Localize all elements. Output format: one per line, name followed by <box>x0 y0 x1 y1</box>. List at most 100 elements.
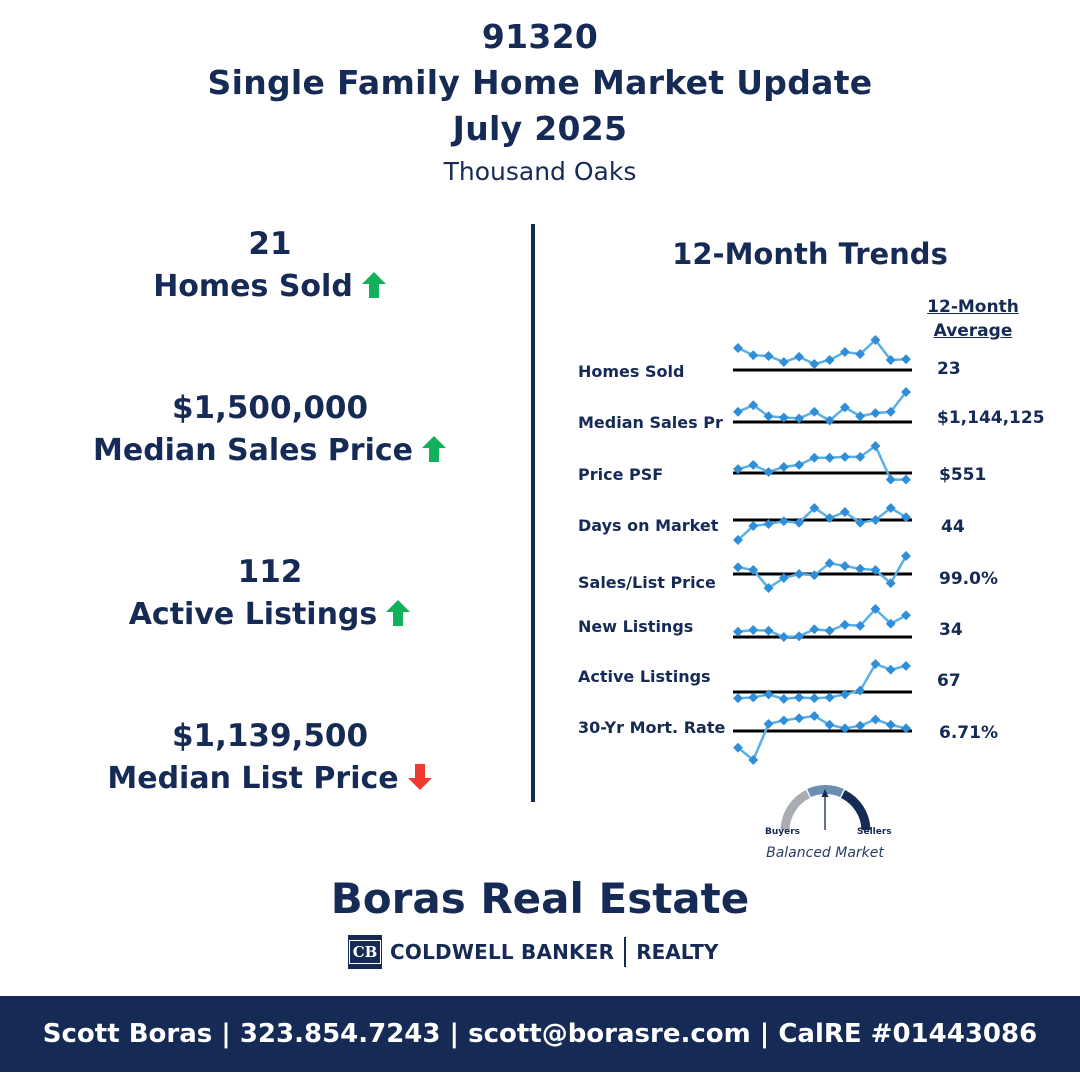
vertical-divider <box>531 224 535 802</box>
sparkline-point <box>809 503 820 513</box>
sparkline-point <box>839 561 850 571</box>
sparkline-point <box>748 350 759 361</box>
sparkline-point <box>885 406 896 417</box>
arrow-down-icon <box>407 764 432 790</box>
sparkline-point <box>824 355 835 365</box>
sparkline-point <box>824 625 835 636</box>
sparkline-point <box>901 660 911 671</box>
trend-label: Median Sales Pr <box>578 413 723 432</box>
sparkline-point <box>778 694 789 704</box>
sparkline-point <box>855 349 866 359</box>
stat-median-sales-price: $1,500,000 Median Sales Price <box>20 388 520 472</box>
sparkline <box>733 604 912 642</box>
arrow-up-icon <box>386 600 411 626</box>
trend-average: 67 <box>937 671 961 691</box>
sparkline <box>733 551 912 593</box>
page-title: Single Family Home Market Update <box>207 63 873 102</box>
stat-label: Homes Sold <box>153 269 353 304</box>
sparkline-point <box>733 693 743 704</box>
stat-value: 112 <box>237 554 303 590</box>
sparkline-point <box>824 415 835 426</box>
sparkline <box>733 659 912 704</box>
sparkline-point <box>839 507 850 517</box>
sparkline-point <box>809 359 820 369</box>
sparkline-point <box>885 664 896 675</box>
coldwell-banker-logo: CB COLDWELL BANKER REALTY <box>348 934 718 970</box>
sparkline-point <box>778 632 789 642</box>
sparkline-point <box>778 462 789 472</box>
sparkline-point <box>748 755 759 765</box>
sparkline-point <box>763 689 774 700</box>
sparkline-point <box>794 459 805 470</box>
stat-homes-sold: 21 Homes Sold <box>20 224 520 308</box>
sparkline-point <box>809 693 820 704</box>
stat-label-row: Median List Price <box>20 758 520 800</box>
stat-value: $1,500,000 <box>171 390 369 426</box>
sparkline-point <box>748 692 759 703</box>
stat-active-listings: 112 Active Listings <box>20 552 520 636</box>
sparkline-point <box>839 347 850 357</box>
trend-label: Days on Market <box>578 516 719 535</box>
sparkline-point <box>855 411 866 422</box>
stat-value: 21 <box>248 226 292 262</box>
sparkline-point <box>839 723 850 734</box>
city-name: Thousand Oaks <box>443 157 637 186</box>
sparkline-point <box>763 467 774 477</box>
stat-label: Active Listings <box>128 597 378 632</box>
cb-logo-icon: CB <box>348 935 382 969</box>
sparkline-point <box>778 573 789 583</box>
logo-divider <box>624 937 627 967</box>
sparkline-point <box>794 413 805 424</box>
cb-logo-letters: CB <box>348 940 382 964</box>
sparkline <box>733 711 912 765</box>
gauge-caption: Balanced Market <box>766 845 884 861</box>
sparkline-point <box>733 406 743 417</box>
market-gauge: Buyers Sellers <box>760 778 892 868</box>
sparkline-point <box>748 521 759 531</box>
sparkline-point <box>885 618 896 629</box>
sparkline-point <box>809 711 820 721</box>
sparkline-point <box>824 692 835 703</box>
average-heading-line2: Average <box>933 321 1013 341</box>
company-name: COLDWELL BANKER <box>390 940 615 964</box>
sparkline-point <box>901 723 911 734</box>
sparkline <box>733 441 912 485</box>
brand-name: Boras Real Estate <box>330 874 750 923</box>
sparkline <box>733 387 912 426</box>
sparkline-point <box>809 452 820 463</box>
sparkline-point <box>885 719 896 730</box>
sparkline-point <box>885 578 896 589</box>
trend-average: 99.0% <box>939 569 998 589</box>
stat-label: Median List Price <box>107 761 399 796</box>
average-heading-line1: 12-Month <box>927 297 1019 317</box>
trend-label: Sales/List Price <box>578 573 716 592</box>
trends-title: 12-Month Trends <box>672 237 948 271</box>
sparkline-point <box>901 474 911 485</box>
sparkline-point <box>839 619 850 630</box>
sparkline-point <box>839 689 850 700</box>
sparkline-point <box>748 459 759 470</box>
gauge-sellers-label: Sellers <box>857 827 892 837</box>
sparkline-point <box>748 565 759 575</box>
stat-label-row: Homes Sold <box>20 266 520 308</box>
sparkline-point <box>870 714 881 725</box>
sparkline-point <box>901 354 911 365</box>
sparkline-point <box>870 604 881 614</box>
sparkline-point <box>855 563 866 574</box>
sparkline-point <box>763 718 774 729</box>
contact-footer: Scott Boras | 323.854.7243 | scott@boras… <box>0 996 1080 1072</box>
average-heading: 12-Month Average <box>918 295 1028 343</box>
trend-label: Homes Sold <box>578 362 685 381</box>
sparkline-point <box>870 408 881 419</box>
sparkline-point <box>870 659 881 669</box>
sparkline-point <box>794 631 805 642</box>
stat-value: $1,139,500 <box>171 718 369 754</box>
stat-label-row: Median Sales Price <box>20 430 520 472</box>
sparkline-point <box>855 620 866 631</box>
sparkline-point <box>778 412 789 423</box>
sparkline-point <box>733 742 743 753</box>
sparkline <box>733 503 912 545</box>
sparkline-point <box>809 406 820 417</box>
sparkline-point <box>794 692 805 703</box>
header: 91320 Single Family Home Market Update J… <box>0 14 1080 188</box>
